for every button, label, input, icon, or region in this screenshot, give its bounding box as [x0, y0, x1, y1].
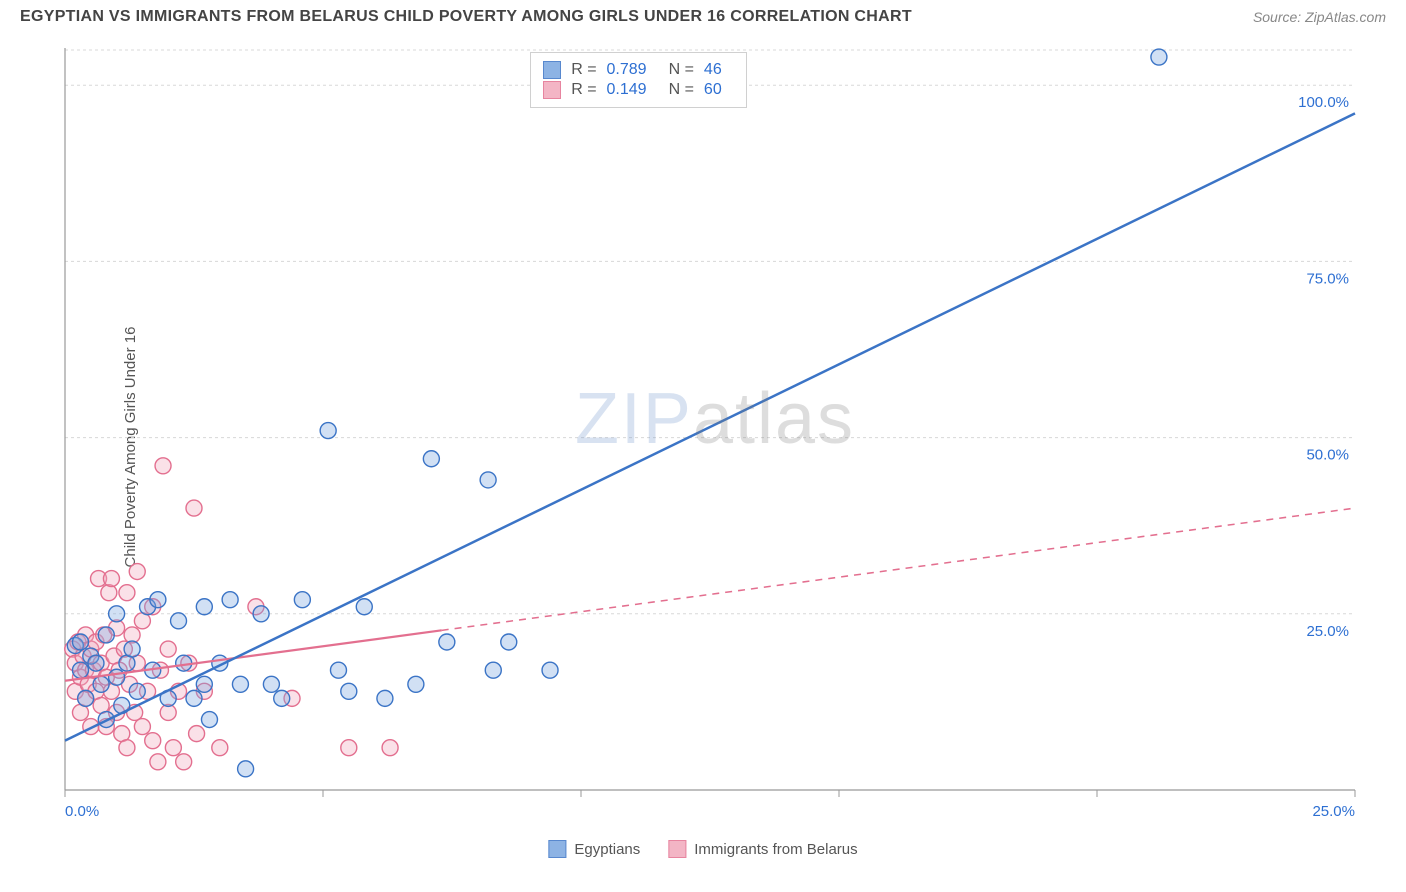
source-label: Source: ZipAtlas.com — [1253, 9, 1386, 25]
chart-title: EGYPTIAN VS IMMIGRANTS FROM BELARUS CHIL… — [20, 8, 912, 26]
n-label: N = — [669, 81, 694, 99]
svg-text:25.0%: 25.0% — [1306, 623, 1349, 640]
chart-container: Child Poverty Among Girls Under 16 25.0%… — [0, 32, 1406, 862]
legend-item-belarus: Immigrants from Belarus — [668, 840, 857, 858]
n-value-egyptians: 46 — [704, 61, 722, 79]
legend-item-egyptians: Egyptians — [548, 840, 640, 858]
plot-area: 25.0%50.0%75.0%100.0%0.0%25.0% ZIPatlas … — [55, 40, 1375, 830]
n-label: N = — [669, 61, 694, 79]
swatch-belarus — [668, 840, 686, 858]
r-value-belarus: 0.149 — [607, 81, 647, 99]
n-value-belarus: 60 — [704, 81, 722, 99]
svg-text:25.0%: 25.0% — [1312, 803, 1355, 820]
correlation-legend: R = 0.789 N = 46 R = 0.149 N = 60 — [530, 52, 747, 108]
corr-row-egyptians: R = 0.789 N = 46 — [543, 61, 734, 79]
corr-row-belarus: R = 0.149 N = 60 — [543, 81, 734, 99]
series-legend: Egyptians Immigrants from Belarus — [548, 840, 857, 858]
swatch-egyptians — [543, 61, 561, 79]
svg-text:50.0%: 50.0% — [1306, 447, 1349, 464]
svg-text:75.0%: 75.0% — [1306, 270, 1349, 287]
legend-label-egyptians: Egyptians — [574, 841, 640, 858]
svg-text:100.0%: 100.0% — [1298, 94, 1349, 111]
swatch-egyptians — [548, 840, 566, 858]
legend-label-belarus: Immigrants from Belarus — [694, 841, 857, 858]
svg-text:0.0%: 0.0% — [65, 803, 99, 820]
swatch-belarus — [543, 81, 561, 99]
r-label: R = — [571, 61, 596, 79]
scatter-chart-svg: 25.0% 50.0% 75.0% 100.0% 0.0% 25.0% — [55, 40, 1375, 830]
r-value-egyptians: 0.789 — [607, 61, 647, 79]
r-label: R = — [571, 81, 596, 99]
title-bar: EGYPTIAN VS IMMIGRANTS FROM BELARUS CHIL… — [0, 0, 1406, 32]
